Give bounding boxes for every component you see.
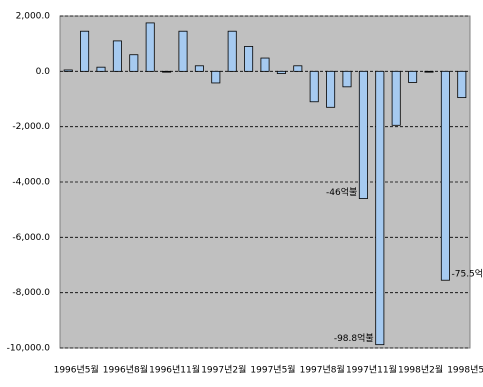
bar — [276, 70, 286, 74]
bar — [211, 70, 221, 84]
bar — [129, 54, 139, 72]
x-tick-label: 1996년5월 — [54, 364, 99, 376]
bar — [80, 30, 90, 72]
bar — [260, 57, 270, 72]
bar — [391, 70, 401, 126]
x-tick-label: 1997년8월 — [300, 364, 345, 376]
y-tick-label: -6,000.0 — [12, 233, 50, 243]
data-label: -98.8억불 — [334, 332, 374, 344]
bar — [358, 70, 368, 200]
x-tick-label: 1998년2월 — [398, 364, 443, 376]
bar — [375, 70, 385, 346]
bar — [96, 66, 106, 72]
bar — [162, 70, 172, 73]
y-tick-label: -10,000.0 — [7, 344, 51, 354]
bar — [309, 70, 319, 103]
x-tick-label: 1996년8월 — [103, 364, 148, 376]
bar — [457, 70, 467, 99]
bar — [342, 70, 352, 88]
bar — [145, 22, 155, 72]
y-tick-label: 0.0 — [36, 67, 51, 77]
bar — [227, 30, 237, 72]
y-tick-label: -8,000.0 — [12, 288, 50, 298]
bar — [424, 70, 434, 73]
bar — [178, 30, 188, 72]
bar — [326, 70, 336, 108]
bar — [112, 40, 122, 72]
data-label: -75.5억불 — [452, 268, 483, 280]
bar — [293, 65, 303, 72]
y-tick-label: 2,000.0 — [16, 12, 51, 22]
bar — [63, 69, 73, 72]
bar — [194, 65, 204, 72]
x-tick-label: 1996년11월 — [149, 364, 200, 376]
x-tick-label: 1997년11월 — [346, 364, 397, 376]
y-tick-label: -2,000.0 — [12, 122, 50, 132]
x-tick-label: 1997년5월 — [250, 364, 295, 376]
data-label: -46억불 — [326, 186, 357, 198]
x-tick-label: 1997년2월 — [201, 364, 246, 376]
bar — [440, 70, 450, 281]
x-tick-label: 1998년5월 — [447, 364, 483, 376]
bar — [408, 70, 418, 83]
y-tick-label: -4,000.0 — [12, 178, 50, 188]
bar — [244, 46, 254, 72]
